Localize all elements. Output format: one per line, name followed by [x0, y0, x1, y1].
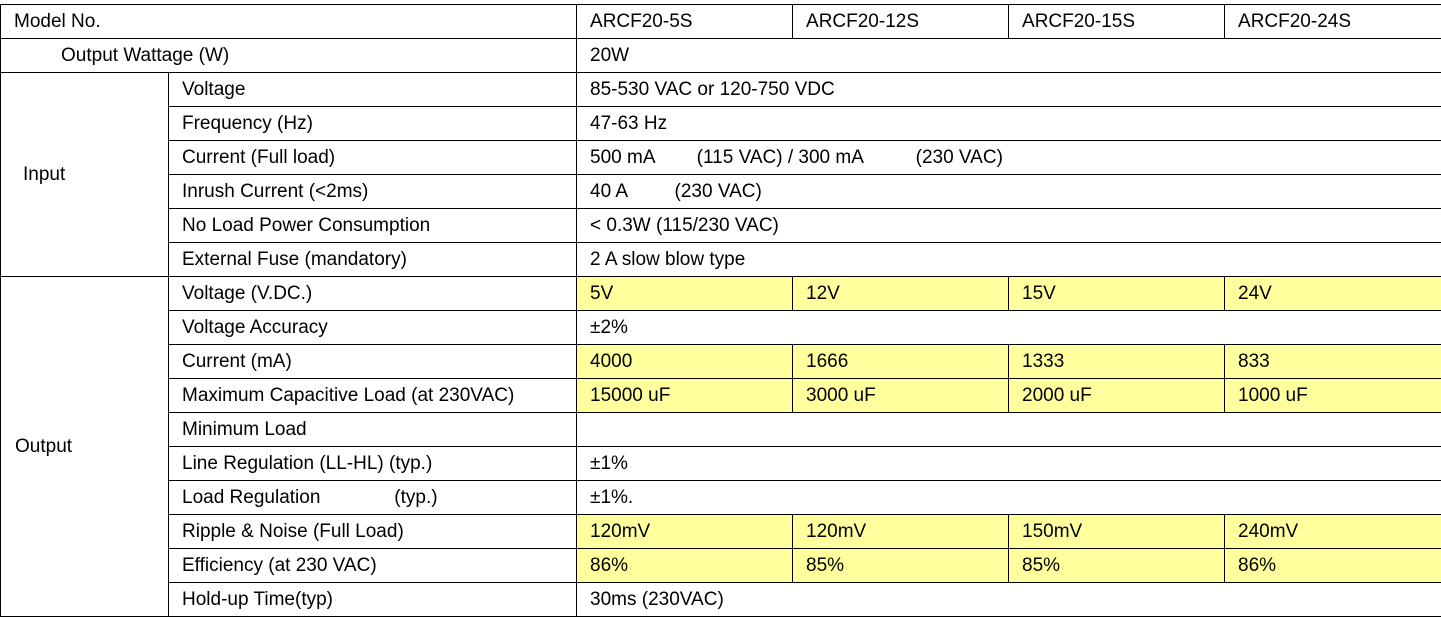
row-label: Minimum Load [169, 413, 577, 447]
spec-row: Inrush Current (<2ms)40 A (230 VAC) [1, 175, 1441, 209]
section-name: Output [1, 277, 169, 617]
row-label: Output Wattage (W) [1, 39, 577, 73]
spec-row: Line Regulation (LL-HL) (typ.)±1% [1, 447, 1441, 481]
model-value: 85% [793, 549, 1009, 583]
row-label: Hold-up Time(typ) [169, 583, 577, 617]
spec-row: Current (Full load)500 mA (115 VAC) / 30… [1, 141, 1441, 175]
row-value: 85-530 VAC or 120-750 VDC [577, 73, 1441, 107]
model-value: 120mV [793, 515, 1009, 549]
row-label: Line Regulation (LL-HL) (typ.) [169, 447, 577, 481]
model-value: 2000 uF [1009, 379, 1225, 413]
spec-row: Efficiency (at 230 VAC)86%85%85%86% [1, 549, 1441, 583]
row-value: 30ms (230VAC) [577, 583, 1441, 617]
row-value: ±1%. [577, 481, 1441, 515]
row-label: Voltage Accuracy [169, 311, 577, 345]
row-value: 47-63 Hz [577, 107, 1441, 141]
row-label: Ripple & Noise (Full Load) [169, 515, 577, 549]
empty-value [577, 413, 1441, 447]
model-value: 833 [1225, 345, 1441, 379]
row-label: Inrush Current (<2ms) [169, 175, 577, 209]
model-value: 15V [1009, 277, 1225, 311]
row-label: Voltage (V.DC.) [169, 277, 577, 311]
row-value: < 0.3W (115/230 VAC) [577, 209, 1441, 243]
model-name: ARCF20-12S [793, 5, 1009, 39]
model-name: ARCF20-24S [1225, 5, 1441, 39]
row-label: Frequency (Hz) [169, 107, 577, 141]
spec-row: Maximum Capacitive Load (at 230VAC)15000… [1, 379, 1441, 413]
model-value: 1666 [793, 345, 1009, 379]
model-value: 24V [1225, 277, 1441, 311]
row-value: ±1% [577, 447, 1441, 481]
section-name: Input [1, 73, 169, 277]
model-value: 240mV [1225, 515, 1441, 549]
model-value: 1333 [1009, 345, 1225, 379]
model-value: 120mV [577, 515, 793, 549]
model-name: ARCF20-5S [577, 5, 793, 39]
row-label: External Fuse (mandatory) [169, 243, 577, 277]
row-value: 500 mA (115 VAC) / 300 mA (230 VAC) [577, 141, 1441, 175]
wattage-row: Output Wattage (W)20W [1, 39, 1441, 73]
spec-row: No Load Power Consumption< 0.3W (115/230… [1, 209, 1441, 243]
spec-row: Hold-up Time(typ)30ms (230VAC) [1, 583, 1441, 617]
model-value: 3000 uF [793, 379, 1009, 413]
model-value: 86% [1225, 549, 1441, 583]
model-value: 85% [1009, 549, 1225, 583]
row-value: 2 A slow blow type [577, 243, 1441, 277]
spec-row: External Fuse (mandatory)2 A slow blow t… [1, 243, 1441, 277]
spec-row: Frequency (Hz)47-63 Hz [1, 107, 1441, 141]
model-value: 150mV [1009, 515, 1225, 549]
header-label: Model No. [1, 5, 577, 39]
row-label: Current (mA) [169, 345, 577, 379]
spec-row: Load Regulation (typ.)±1%. [1, 481, 1441, 515]
spec-row: Voltage Accuracy±2% [1, 311, 1441, 345]
row-label: Load Regulation (typ.) [169, 481, 577, 515]
row-label: Voltage [169, 73, 577, 107]
row-label: Current (Full load) [169, 141, 577, 175]
model-value: 4000 [577, 345, 793, 379]
row-value: ±2% [577, 311, 1441, 345]
model-value: 15000 uF [577, 379, 793, 413]
model-value: 1000 uF [1225, 379, 1441, 413]
model-value: 12V [793, 277, 1009, 311]
model-value: 86% [577, 549, 793, 583]
model-name: ARCF20-15S [1009, 5, 1225, 39]
model-value: 5V [577, 277, 793, 311]
row-value: 20W [577, 39, 1441, 73]
row-label: Efficiency (at 230 VAC) [169, 549, 577, 583]
row-value: 40 A (230 VAC) [577, 175, 1441, 209]
row-label: Maximum Capacitive Load (at 230VAC) [169, 379, 577, 413]
spec-row: Minimum Load [1, 413, 1441, 447]
row-label: No Load Power Consumption [169, 209, 577, 243]
